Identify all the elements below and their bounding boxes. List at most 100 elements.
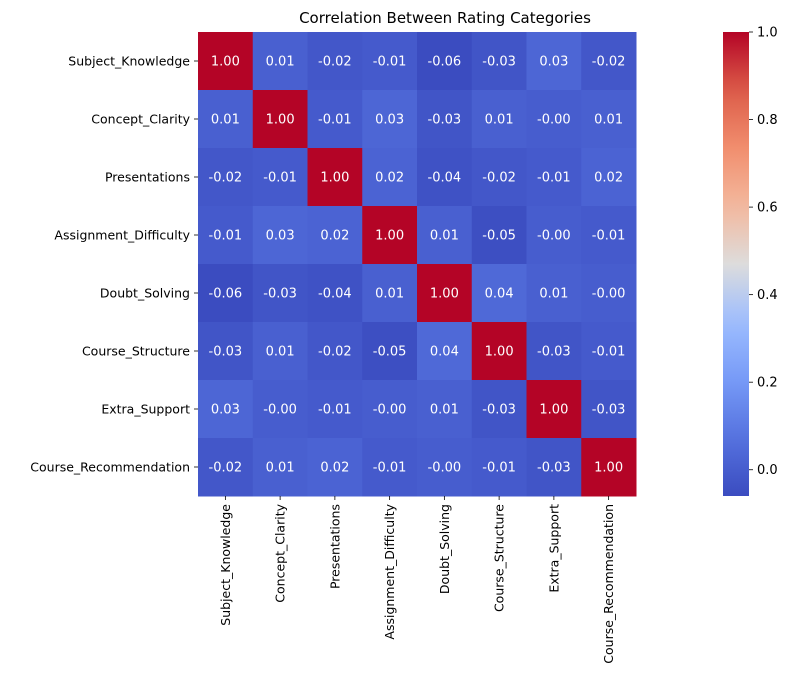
y-tick-label: Concept_Clarity — [91, 112, 190, 127]
heatmap-cell-label: 0.02 — [320, 461, 349, 476]
heatmap-cell-label: -0.00 — [428, 461, 462, 476]
x-tick-label: Doubt_Solving — [437, 504, 452, 594]
heatmap-cell-label: 0.04 — [485, 287, 514, 302]
heatmap-cell-label: 0.01 — [594, 113, 623, 128]
heatmap-cell-label: -0.03 — [537, 461, 571, 476]
heatmap-cell — [252, 148, 308, 207]
heatmap-cell-label: -0.01 — [482, 461, 516, 476]
heatmap-cell — [307, 264, 363, 323]
x-tick-label: Assignment_Difficulty — [382, 503, 397, 639]
heatmap-cell — [471, 206, 527, 265]
heatmap-cell-label: -0.05 — [373, 345, 407, 360]
heatmap-cell-label: 0.01 — [430, 229, 459, 244]
heatmap-cell-label: 0.02 — [594, 171, 623, 186]
heatmap-cell-label: -0.01 — [537, 171, 571, 186]
heatmap-cell-label: 1.00 — [430, 287, 459, 302]
y-tick-label: Presentations — [105, 170, 190, 185]
colorbar-tick-label: 0.4 — [757, 288, 778, 303]
heatmap-cell-label: -0.02 — [318, 345, 352, 360]
heatmap-cell-label: 0.03 — [211, 403, 240, 418]
heatmap-cell — [471, 148, 527, 207]
y-tick-label: Subject_Knowledge — [68, 54, 190, 69]
heatmap-cell — [198, 206, 254, 265]
heatmap-cell-label: -0.03 — [482, 55, 516, 70]
heatmap-cell-label: 0.01 — [266, 461, 295, 476]
heatmap-cell — [417, 206, 473, 265]
heatmap-cell-label: -0.01 — [592, 345, 626, 360]
heatmap-cell — [471, 438, 527, 497]
heatmap-cell — [198, 380, 254, 439]
heatmap-cell-label: -0.02 — [592, 55, 626, 70]
heatmap-cell-label: -0.00 — [373, 403, 407, 418]
heatmap-cell-label: 1.00 — [211, 55, 240, 70]
y-tick-label: Assignment_Difficulty — [54, 228, 190, 243]
heatmap-cells — [198, 32, 637, 497]
heatmap-cell — [471, 322, 527, 381]
y-tick-label: Course_Recommendation — [30, 460, 190, 475]
heatmap-cell — [362, 322, 418, 381]
colorbar-tick-label: 1.0 — [757, 26, 778, 41]
y-axis-tick-labels: Subject_Knowledge Concept_Clarity Presenta… — [30, 54, 198, 475]
heatmap-cell — [417, 264, 473, 323]
heatmap-cell-label: -0.01 — [209, 229, 243, 244]
heatmap-cell — [198, 90, 254, 149]
x-tick-label: Course_Recommendation — [601, 504, 616, 664]
heatmap-cell — [307, 206, 363, 265]
heatmap-cell — [252, 206, 308, 265]
heatmap-cell — [526, 206, 582, 265]
heatmap-cell-label: -0.01 — [373, 461, 407, 476]
heatmap-cell-label: -0.01 — [318, 403, 352, 418]
heatmap-cell-label: 0.02 — [375, 171, 404, 186]
heatmap-cell — [417, 380, 473, 439]
heatmap-cell-label: -0.00 — [592, 287, 626, 302]
heatmap-cell — [417, 90, 473, 149]
heatmap-cell-label: -0.01 — [318, 113, 352, 128]
heatmap-cell-label: 1.00 — [266, 113, 295, 128]
heatmap-cell — [471, 380, 527, 439]
heatmap-cell — [252, 322, 308, 381]
heatmap-cell — [307, 438, 363, 497]
heatmap-cell-label: -0.02 — [209, 461, 243, 476]
heatmap-cell-label: -0.03 — [263, 287, 297, 302]
heatmap-cell — [526, 90, 582, 149]
heatmap-cell — [307, 90, 363, 149]
heatmap-cell-label: -0.01 — [263, 171, 297, 186]
heatmap-cell — [581, 148, 637, 207]
heatmap-cell-label: -0.02 — [482, 171, 516, 186]
heatmap-cell — [198, 32, 254, 91]
x-tick-label: Extra_Support — [546, 504, 561, 593]
x-tick-label: Subject_Knowledge — [218, 504, 233, 626]
heatmap-cell — [581, 32, 637, 91]
heatmap-cell — [417, 148, 473, 207]
heatmap-cell-label: 0.03 — [375, 113, 404, 128]
heatmap-cell-labels: 1.00 0.01 -0.02 -0.01 -0.06 -0.03 0.03 -0.02 0.0… — [209, 55, 626, 476]
heatmap-cell — [307, 148, 363, 207]
heatmap-cell — [471, 32, 527, 91]
y-tick-label: Extra_Support — [101, 402, 190, 417]
heatmap-cell-label: 0.03 — [539, 55, 568, 70]
heatmap-cell-label: -0.06 — [209, 287, 243, 302]
heatmap-cell — [362, 32, 418, 91]
heatmap-cell-label: -0.04 — [428, 171, 462, 186]
heatmap-cell-label: -0.01 — [373, 55, 407, 70]
heatmap-cell — [198, 322, 254, 381]
heatmap-cell-label: -0.03 — [209, 345, 243, 360]
heatmap-cell — [581, 206, 637, 265]
heatmap-cell — [581, 90, 637, 149]
heatmap-cell-label: -0.04 — [318, 287, 352, 302]
heatmap-cell — [252, 90, 308, 149]
heatmap-cell-label: -0.00 — [537, 229, 571, 244]
colorbar-tick-label: 0.6 — [757, 201, 778, 216]
heatmap-cell — [362, 90, 418, 149]
heatmap-cell — [526, 438, 582, 497]
heatmap-cell-label: -0.00 — [537, 113, 571, 128]
colorbar-tick-label: 0.0 — [757, 463, 778, 478]
heatmap-cell — [362, 438, 418, 497]
heatmap-cell-label: 0.01 — [266, 345, 295, 360]
heatmap-cell-label: 0.01 — [375, 287, 404, 302]
heatmap-cell-label: 1.00 — [539, 403, 568, 418]
heatmap-cell — [526, 148, 582, 207]
x-tick-label: Concept_Clarity — [273, 503, 288, 602]
heatmap-cell — [581, 322, 637, 381]
